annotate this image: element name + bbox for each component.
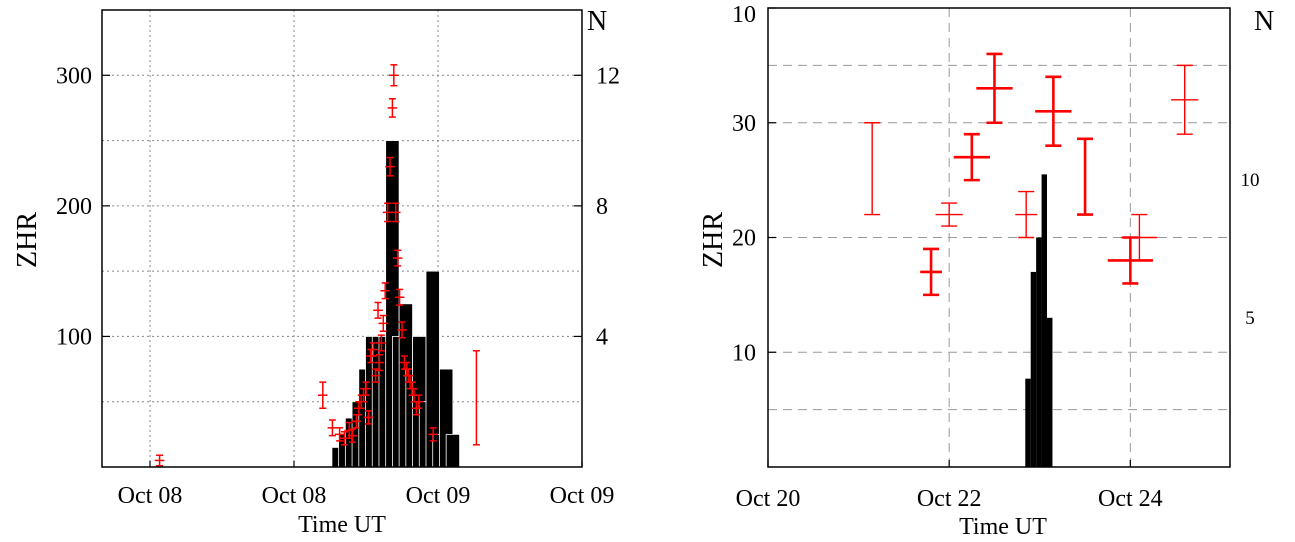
left-error-point: [472, 350, 480, 446]
right-error-point: [976, 52, 1013, 125]
right-x-tick-label: Oct 22: [917, 486, 982, 512]
left-error-point: [154, 454, 165, 467]
right-bar: [1047, 317, 1053, 467]
left-error-point: [428, 427, 438, 442]
left-error-point: [382, 202, 393, 223]
left-error-point: [378, 314, 389, 332]
left-error-point: [363, 410, 374, 425]
right-error-point: [953, 132, 990, 182]
right-error-point: [1035, 75, 1072, 147]
right-error-point: [1077, 137, 1094, 216]
right-y-ticks: 10 20 30 10: [732, 2, 776, 366]
left-error-point: [373, 301, 383, 319]
right-error-point: [920, 247, 942, 297]
left-plot-frame: [101, 9, 583, 468]
right-x-tick-label: Oct 20: [736, 486, 801, 512]
left-error-point: [387, 98, 398, 118]
right-y-axis-label: ZHR: [698, 212, 729, 268]
right-bar: [1036, 237, 1042, 467]
right-error-points: [864, 52, 1199, 297]
left-y-tick-label: 100: [56, 324, 92, 350]
right-x-tick-label: Oct 24: [1098, 486, 1163, 512]
left-error-point: [389, 64, 399, 87]
left-error-points: [154, 64, 480, 467]
left-y-tick-label: 300: [56, 63, 92, 89]
right-x-axis-label: Time UT: [959, 514, 1047, 540]
left-y-axis-label: ZHR: [12, 212, 43, 268]
right-y-tick-label: 10: [732, 2, 756, 28]
left-error-point: [376, 334, 387, 352]
left-error-point: [347, 428, 358, 443]
left-y2-axis-label: N: [587, 6, 607, 37]
left-y2-tick-label: 12: [596, 63, 620, 89]
right-y-tick-label: 10: [732, 340, 756, 366]
left-error-point: [370, 368, 381, 383]
right-y2-tick-label: 5: [1245, 308, 1255, 329]
right-y-tick-label: 30: [732, 111, 756, 137]
left-error-point: [318, 381, 328, 409]
left-error-point: [414, 394, 424, 409]
left-error-point: [374, 353, 385, 372]
left-error-point: [390, 202, 401, 223]
left-x-tick-label: Oct 09: [550, 483, 615, 509]
left-error-point: [385, 156, 395, 177]
left-x-tick-label: Oct 08: [262, 483, 327, 509]
left-bar: [445, 433, 461, 468]
left-error-point: [361, 381, 371, 396]
right-bar: [1025, 378, 1031, 467]
left-bars: [331, 140, 461, 468]
right-y2-tick-label: 10: [1241, 170, 1260, 191]
right-bars: [1025, 174, 1053, 467]
left-y-tick-label: 200: [56, 194, 92, 220]
right-y-tick-label: 20: [732, 226, 756, 252]
left-error-point: [368, 342, 378, 357]
left-error-point: [380, 282, 390, 300]
left-error-point: [327, 419, 338, 437]
left-x-axis-label: Time UT: [298, 512, 386, 538]
left-x-ticks: Oct 08 Oct 08 Oct 09 Oct 09: [118, 461, 615, 509]
left-error-point: [397, 321, 407, 339]
right-error-point: [935, 202, 963, 227]
left-error-point: [392, 249, 403, 267]
right-bar: [1030, 271, 1037, 467]
right-y2-ticks: 5 10: [1241, 170, 1260, 329]
left-gridlines: [102, 10, 582, 467]
right-error-point: [864, 122, 881, 216]
right-bar: [1041, 174, 1048, 467]
left-y2-tick-label: 4: [596, 324, 608, 350]
right-error-point: [1171, 64, 1199, 135]
right-x-ticks: Oct 20 Oct 22 Oct 24: [736, 460, 1163, 512]
right-y2-axis-label: N: [1254, 6, 1274, 37]
left-y-ticks: 100 200 300: [56, 63, 110, 350]
left-y2-tick-label: 8: [596, 194, 608, 220]
left-x-tick-label: Oct 09: [406, 483, 471, 509]
right-error-point: [1015, 190, 1038, 239]
right-gridlines: [768, 8, 1230, 467]
left-x-tick-label: Oct 08: [118, 483, 183, 509]
left-y2-ticks: 4 8 12: [574, 63, 620, 350]
right-error-point: [1121, 213, 1158, 262]
left-error-point: [394, 288, 405, 306]
